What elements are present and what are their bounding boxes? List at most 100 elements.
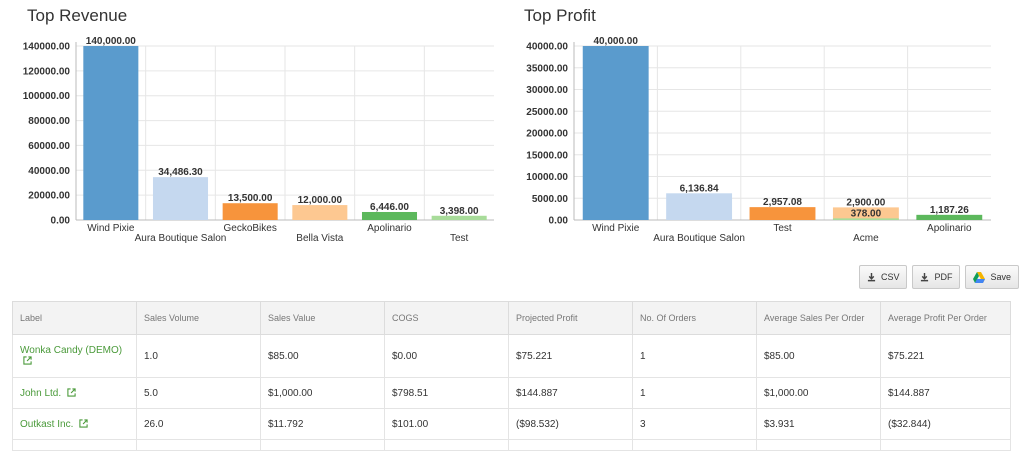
csv-button[interactable]: CSV xyxy=(858,265,908,289)
bar-value-label: 6,136.84 xyxy=(680,183,719,194)
column-header[interactable]: Average Sales Per Order xyxy=(756,301,881,335)
bar[interactable] xyxy=(431,215,487,220)
bar-value-label: 140,000.00 xyxy=(86,36,136,47)
download-icon xyxy=(921,272,929,281)
category-label: Test xyxy=(773,223,792,234)
external-link-icon[interactable] xyxy=(67,387,76,397)
y-tick-label: 40000.00 xyxy=(28,166,70,177)
category-label: Acme xyxy=(853,233,879,244)
bar[interactable] xyxy=(749,207,816,220)
download-icon xyxy=(867,272,876,281)
column-header[interactable]: Average Profit Per Order xyxy=(880,301,1011,335)
table-cell: $798.51 xyxy=(384,377,509,409)
csv-label: CSV xyxy=(880,272,900,282)
label-cell: Wonka Candy (DEMO) xyxy=(12,334,137,378)
column-header[interactable]: Label xyxy=(12,301,137,335)
table-row xyxy=(12,439,1011,451)
table-cell: $101.00 xyxy=(384,408,509,440)
category-label: Aura Boutique Salon xyxy=(653,233,745,244)
bar[interactable] xyxy=(832,207,899,220)
customer-link[interactable]: Outkast Inc. xyxy=(20,418,74,430)
table-row: Outkast Inc. 26.0 $11.792 $101.00 ($98.5… xyxy=(12,408,1011,440)
table-row: Wonka Candy (DEMO) 1.0 $85.00 $0.00 $75.… xyxy=(12,334,1011,378)
bar-value-label: 13,500.00 xyxy=(228,193,273,204)
bar-value-label: 34,486.30 xyxy=(158,167,203,178)
bar[interactable] xyxy=(83,46,139,220)
table-cell: ($32.844) xyxy=(880,408,1011,440)
category-label: Test xyxy=(450,233,469,244)
bar[interactable] xyxy=(292,205,348,220)
table-cell: 1 xyxy=(632,377,757,409)
category-label: Apolinario xyxy=(927,223,972,234)
y-tick-label: 25000.00 xyxy=(526,107,568,118)
y-tick-label: 140000.00 xyxy=(23,42,71,53)
table-cell: $1,000.00 xyxy=(756,377,881,409)
bar-value-label: 1,187.26 xyxy=(930,205,969,216)
table-row: John Ltd. 5.0 $1,000.00 $798.51 $144.887… xyxy=(12,377,1011,409)
report-table-container: Label Sales Volume Sales Value COGS Proj… xyxy=(12,301,1011,451)
customer-link[interactable]: John Ltd. xyxy=(20,387,62,399)
y-tick-label: 20000.00 xyxy=(28,191,70,202)
column-header[interactable]: No. Of Orders xyxy=(632,301,757,335)
revenue-chart: 0.00 20000.00 40000.00 60000.00 80000.00 1000… xyxy=(23,36,494,244)
table-cell: $1,000.00 xyxy=(260,377,385,409)
y-tick-label: 120000.00 xyxy=(23,66,71,77)
bar-value-label: 6,446.00 xyxy=(370,202,409,213)
table-cell: 1.0 xyxy=(136,334,261,378)
bar[interactable] xyxy=(152,177,209,220)
bar-value-label: 40,000.00 xyxy=(593,36,638,47)
category-label: GeckoBikes xyxy=(223,223,276,234)
y-tick-label: 15000.00 xyxy=(526,150,568,161)
table-cell: $11.792 xyxy=(260,408,385,440)
customer-link[interactable]: Wonka Candy (DEMO) xyxy=(20,345,123,356)
table-cell: $144.887 xyxy=(880,377,1011,409)
bar[interactable] xyxy=(666,193,733,220)
profit-chart: 0.00 5000.00 10000.00 15000.00 20000.00 25000… xyxy=(526,36,991,244)
bar[interactable] xyxy=(361,211,418,220)
report-table: Label Sales Volume Sales Value COGS Proj… xyxy=(12,301,1011,451)
table-cell: 1 xyxy=(632,334,757,378)
category-label: Wind Pixie xyxy=(87,223,135,234)
drive-icon xyxy=(973,271,986,283)
y-tick-label: 100000.00 xyxy=(23,91,71,102)
pdf-button[interactable]: PDF xyxy=(912,265,961,289)
category-label: Apolinario xyxy=(367,223,412,234)
column-header[interactable]: Sales Value xyxy=(260,301,385,335)
bar-value-label: 12,000.00 xyxy=(298,195,343,206)
y-tick-label: 60000.00 xyxy=(28,141,70,152)
table-cell: $144.887 xyxy=(508,377,633,409)
table-cell: $3.931 xyxy=(756,408,881,440)
bar[interactable] xyxy=(916,214,983,220)
table-cell: $75.221 xyxy=(508,334,633,378)
bar-value-label: 2,900.00 xyxy=(846,197,885,208)
revenue-chart-title: Top Revenue xyxy=(27,6,128,25)
bar[interactable] xyxy=(832,218,899,220)
bar[interactable] xyxy=(222,203,278,220)
table-cell: $85.00 xyxy=(260,334,385,378)
label-cell: Outkast Inc. xyxy=(12,408,137,440)
y-tick-label: 30000.00 xyxy=(526,85,568,96)
save-label: Save xyxy=(990,272,1011,282)
bar-value-label: 378.00 xyxy=(851,208,882,219)
column-header[interactable]: COGS xyxy=(384,301,509,335)
external-link-icon[interactable] xyxy=(79,418,88,428)
label-cell: John Ltd. xyxy=(12,377,137,409)
y-tick-label: 40000.00 xyxy=(526,42,568,53)
table-header-row: Label Sales Volume Sales Value COGS Proj… xyxy=(12,301,1011,335)
column-header[interactable]: Projected Profit xyxy=(508,301,633,335)
column-header[interactable]: Sales Volume xyxy=(136,301,261,335)
bar-value-label: 2,957.08 xyxy=(763,197,802,208)
profit-chart-title: Top Profit xyxy=(524,6,596,25)
bar[interactable] xyxy=(582,46,649,220)
table-cell: 3 xyxy=(632,408,757,440)
table-cell: $0.00 xyxy=(384,334,509,378)
y-tick-label: 80000.00 xyxy=(28,116,70,127)
save-button[interactable]: Save xyxy=(965,265,1019,289)
category-label: Wind Pixie xyxy=(592,223,640,234)
pdf-label: PDF xyxy=(934,272,953,282)
export-toolbar: CSV PDF Save xyxy=(858,265,1019,289)
category-label: Bella Vista xyxy=(296,233,344,244)
y-tick-label: 35000.00 xyxy=(526,63,568,74)
category-label: Aura Boutique Salon xyxy=(135,233,227,244)
external-link-icon[interactable] xyxy=(23,356,32,365)
